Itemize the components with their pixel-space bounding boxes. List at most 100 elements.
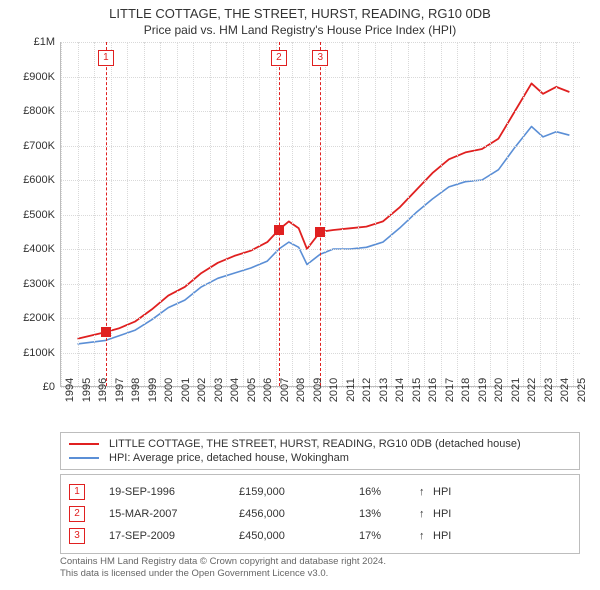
footer-line-1: Contains HM Land Registry data © Crown c… bbox=[60, 556, 580, 568]
x-axis-label: 2013 bbox=[378, 378, 390, 402]
series-property-line bbox=[78, 83, 570, 338]
transaction-point bbox=[315, 227, 325, 237]
y-axis-label: £300K bbox=[5, 278, 55, 290]
transaction-vs-label: HPI bbox=[433, 530, 451, 542]
x-axis-label: 2010 bbox=[328, 378, 340, 402]
gridline-v bbox=[276, 42, 277, 386]
gridline-v bbox=[375, 42, 376, 386]
x-axis-label: 2014 bbox=[394, 378, 406, 402]
gridline-v bbox=[490, 42, 491, 386]
legend-row: HPI: Average price, detached house, Woki… bbox=[69, 451, 571, 465]
x-axis-label: 2011 bbox=[345, 378, 357, 402]
transaction-row: 1 19-SEP-1996£159,00016%↑HPI bbox=[69, 481, 571, 503]
x-axis-label: 2016 bbox=[427, 378, 439, 402]
transaction-marker-badge: 1 bbox=[98, 50, 114, 66]
legend-row: LITTLE COTTAGE, THE STREET, HURST, READI… bbox=[69, 437, 571, 451]
x-axis-label: 2003 bbox=[213, 378, 225, 402]
gridline-v bbox=[160, 42, 161, 386]
gridline-v bbox=[523, 42, 524, 386]
y-axis-label: £200K bbox=[5, 312, 55, 324]
x-axis-label: 1996 bbox=[97, 378, 109, 402]
gridline-v bbox=[210, 42, 211, 386]
transaction-vs-label: HPI bbox=[433, 486, 451, 498]
transaction-price: £450,000 bbox=[239, 530, 359, 542]
gridline-v bbox=[243, 42, 244, 386]
gridline-v bbox=[507, 42, 508, 386]
transaction-marker-badge: 2 bbox=[271, 50, 287, 66]
gridline-v bbox=[259, 42, 260, 386]
gridline-v bbox=[457, 42, 458, 386]
gridline-v bbox=[358, 42, 359, 386]
y-axis-label: £500K bbox=[5, 209, 55, 221]
plot-area: 1 2 3 bbox=[60, 42, 580, 387]
x-axis-label: 2015 bbox=[411, 378, 423, 402]
x-axis-label: 1997 bbox=[114, 378, 126, 402]
transaction-marker-badge: 3 bbox=[312, 50, 328, 66]
x-axis-label: 2017 bbox=[444, 378, 456, 402]
x-axis-label: 2020 bbox=[493, 378, 505, 402]
x-axis-label: 2025 bbox=[576, 378, 588, 402]
footer-credits: Contains HM Land Registry data © Crown c… bbox=[60, 556, 580, 581]
chart-title: LITTLE COTTAGE, THE STREET, HURST, READI… bbox=[0, 0, 600, 23]
gridline-v bbox=[474, 42, 475, 386]
y-axis-label: £1M bbox=[5, 36, 55, 48]
x-axis-label: 1994 bbox=[64, 378, 76, 402]
gridline-v bbox=[144, 42, 145, 386]
y-axis-label: £600K bbox=[5, 174, 55, 186]
arrow-up-icon: ↑ bbox=[419, 508, 433, 520]
transaction-percent: 13% bbox=[359, 508, 419, 520]
x-axis-label: 2004 bbox=[229, 378, 241, 402]
x-axis-label: 1998 bbox=[130, 378, 142, 402]
transaction-price: £456,000 bbox=[239, 508, 359, 520]
arrow-up-icon: ↑ bbox=[419, 530, 433, 542]
transaction-row: 215-MAR-2007£456,00013%↑HPI bbox=[69, 503, 571, 525]
legend-label: HPI: Average price, detached house, Woki… bbox=[109, 452, 349, 464]
transaction-index: 3 bbox=[69, 528, 85, 544]
gridline-v bbox=[61, 42, 62, 386]
transactions-table: 119-SEP-1996£159,00016%↑HPI215-MAR-2007£… bbox=[60, 474, 580, 554]
gridline-v bbox=[309, 42, 310, 386]
transaction-price: £159,000 bbox=[239, 486, 359, 498]
x-axis-label: 2019 bbox=[477, 378, 489, 402]
gridline-v bbox=[193, 42, 194, 386]
x-axis-label: 2009 bbox=[312, 378, 324, 402]
x-axis-label: 2006 bbox=[262, 378, 274, 402]
y-axis-label: £900K bbox=[5, 71, 55, 83]
gridline-v bbox=[441, 42, 442, 386]
x-axis-label: 1999 bbox=[147, 378, 159, 402]
transaction-vs-label: HPI bbox=[433, 508, 451, 520]
x-axis-label: 2000 bbox=[163, 378, 175, 402]
transaction-percent: 16% bbox=[359, 486, 419, 498]
legend-label: LITTLE COTTAGE, THE STREET, HURST, READI… bbox=[109, 438, 521, 450]
x-axis-label: 2008 bbox=[295, 378, 307, 402]
transaction-percent: 17% bbox=[359, 530, 419, 542]
x-axis-label: 2021 bbox=[510, 378, 522, 402]
transaction-point bbox=[101, 327, 111, 337]
chart-wrapper: { "title": "LITTLE COTTAGE, THE STREET, … bbox=[0, 0, 600, 590]
gridline-v bbox=[573, 42, 574, 386]
gridline-v bbox=[226, 42, 227, 386]
x-axis-label: 2005 bbox=[246, 378, 258, 402]
x-axis-label: 2024 bbox=[559, 378, 571, 402]
transaction-index: 1 bbox=[69, 484, 85, 500]
gridline-v bbox=[292, 42, 293, 386]
legend-swatch bbox=[69, 443, 99, 445]
y-axis-label: £0 bbox=[5, 381, 55, 393]
transaction-date: 15-MAR-2007 bbox=[109, 508, 239, 520]
gridline-v bbox=[94, 42, 95, 386]
arrow-up-icon: ↑ bbox=[419, 486, 433, 498]
gridline-v bbox=[342, 42, 343, 386]
transaction-date: 17-SEP-2009 bbox=[109, 530, 239, 542]
gridline-v bbox=[556, 42, 557, 386]
transaction-marker-line bbox=[320, 42, 321, 386]
transaction-date: 19-SEP-1996 bbox=[109, 486, 239, 498]
transaction-point bbox=[274, 225, 284, 235]
gridline-v bbox=[391, 42, 392, 386]
x-axis-label: 1995 bbox=[81, 378, 93, 402]
gridline-v bbox=[177, 42, 178, 386]
x-axis-label: 2012 bbox=[361, 378, 373, 402]
gridline-v bbox=[127, 42, 128, 386]
y-axis-label: £400K bbox=[5, 243, 55, 255]
legend-swatch bbox=[69, 457, 99, 459]
gridline-v bbox=[424, 42, 425, 386]
